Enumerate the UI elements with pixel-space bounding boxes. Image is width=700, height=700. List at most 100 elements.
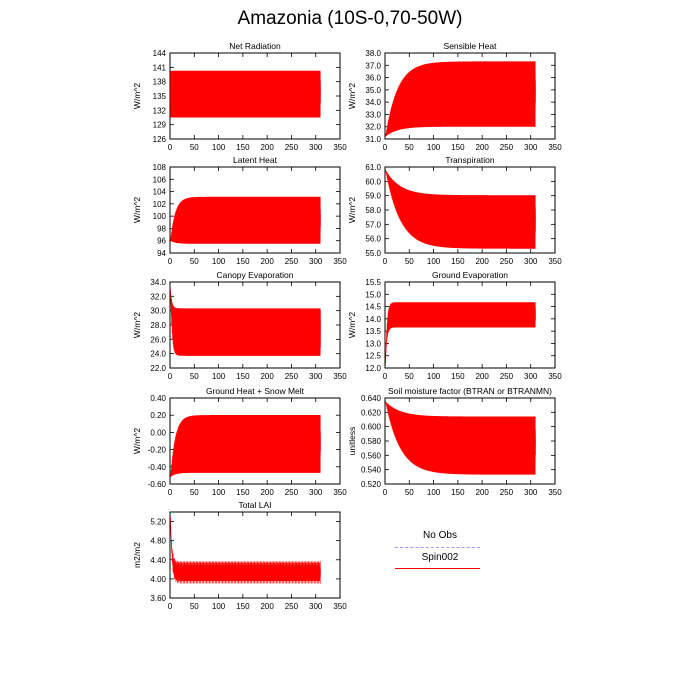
chart-4-ytick-label: 58.0 xyxy=(365,206,381,215)
chart-6-ytick-label: 15.5 xyxy=(365,278,381,287)
chart-2-ytick-label: 38.0 xyxy=(365,49,381,58)
chart-3-xtick-label: 200 xyxy=(260,257,274,266)
chart-5-series-spin002 xyxy=(170,289,321,356)
chart-6-xtick-label: 150 xyxy=(451,372,465,381)
chart-7-xtick-label: 250 xyxy=(285,488,299,497)
chart-5-xtick-label: 200 xyxy=(260,372,274,381)
chart-8-title: Soil moisture factor (BTRAN or BTRANMN) xyxy=(388,386,552,396)
chart-5-ytick-label: 34.0 xyxy=(150,278,166,287)
chart-2-ytick-label: 33.0 xyxy=(365,110,381,119)
chart-7-xtick-label: 50 xyxy=(190,488,199,497)
chart-9-ylabel: m2/m2 xyxy=(132,542,142,568)
chart-1-series-spin002 xyxy=(170,70,321,118)
chart-6-ytick-label: 14.0 xyxy=(365,315,381,324)
chart-8-series-spin002 xyxy=(385,400,536,475)
chart-8-xtick-label: 300 xyxy=(524,488,538,497)
chart-8-xtick-label: 50 xyxy=(405,488,414,497)
chart-8-ytick-label: 0.600 xyxy=(361,423,382,432)
chart-6-xtick-label: 250 xyxy=(500,372,514,381)
chart-7-ytick-label: 0.20 xyxy=(150,411,166,420)
chart-8-ytick-label: 0.640 xyxy=(361,394,382,403)
chart-6-xtick-label: 0 xyxy=(383,372,388,381)
chart-8-ytick-label: 0.520 xyxy=(361,480,382,489)
chart-1-ylabel: W/m^2 xyxy=(132,83,142,109)
chart-9-xtick-label: 0 xyxy=(168,602,173,611)
chart-1-xtick-label: 150 xyxy=(236,143,250,152)
chart-5-title: Canopy Evaporation xyxy=(216,270,293,280)
chart-9-xtick-label: 300 xyxy=(309,602,323,611)
chart-3-xtick-label: 50 xyxy=(190,257,199,266)
chart-3-ytick-label: 98 xyxy=(157,224,166,233)
chart-8-ytick-label: 0.620 xyxy=(361,408,382,417)
chart-3-xtick-label: 350 xyxy=(333,257,347,266)
chart-3-ytick-label: 106 xyxy=(153,175,167,184)
chart-6-ytick-label: 15.0 xyxy=(365,290,381,299)
chart-2-xtick-label: 50 xyxy=(405,143,414,152)
chart-4-ytick-label: 57.0 xyxy=(365,220,381,229)
chart-4-ytick-label: 55.0 xyxy=(365,249,381,258)
chart-2-xtick-label: 0 xyxy=(383,143,388,152)
chart-5-xtick-label: 0 xyxy=(168,372,173,381)
chart-2-xtick-label: 100 xyxy=(427,143,441,152)
chart-6-xtick-label: 200 xyxy=(475,372,489,381)
chart-7-xtick-label: 100 xyxy=(212,488,226,497)
chart-3-xtick-label: 0 xyxy=(168,257,173,266)
chart-4-ytick-label: 56.0 xyxy=(365,235,381,244)
chart-7-plot-frame xyxy=(169,397,341,485)
chart-9-xtick-label: 150 xyxy=(236,602,250,611)
chart-1-xtick-label: 200 xyxy=(260,143,274,152)
chart-8-xtick-label: 100 xyxy=(427,488,441,497)
chart-1-xtick-label: 100 xyxy=(212,143,226,152)
legend-label-no-obs: No Obs xyxy=(423,530,457,541)
chart-7-ytick-label: -0.20 xyxy=(148,446,167,455)
chart-7-xtick-label: 200 xyxy=(260,488,274,497)
legend: No Obs Spin002 xyxy=(395,530,485,575)
chart-5-xtick-label: 250 xyxy=(285,372,299,381)
chart-9-plot-frame xyxy=(169,511,341,599)
chart-2-xtick-label: 350 xyxy=(548,143,562,152)
chart-1-xtick-label: 250 xyxy=(285,143,299,152)
chart-4-xtick-label: 200 xyxy=(475,257,489,266)
chart-2-xtick-label: 300 xyxy=(524,143,538,152)
chart-9-ytick-label: 5.20 xyxy=(150,518,166,527)
chart-4-xtick-label: 150 xyxy=(451,257,465,266)
chart-1-ytick-label: 135 xyxy=(153,92,167,101)
chart-5-xtick-label: 100 xyxy=(212,372,226,381)
chart-7-ytick-label: -0.60 xyxy=(148,480,167,489)
chart-1-xtick-label: 300 xyxy=(309,143,323,152)
chart-3-title: Latent Heat xyxy=(233,155,278,165)
chart-3-plot-frame xyxy=(169,166,341,254)
legend-line-no-obs xyxy=(395,547,480,548)
chart-2-plot-frame xyxy=(384,52,556,140)
chart-9-series-spin002 xyxy=(170,516,321,584)
chart-8-ytick-label: 0.540 xyxy=(361,466,382,475)
chart-3-ytick-label: 104 xyxy=(153,188,167,197)
chart-6-xtick-label: 300 xyxy=(524,372,538,381)
chart-2-ytick-label: 35.0 xyxy=(365,86,381,95)
chart-4-ytick-label: 59.0 xyxy=(365,192,381,201)
chart-7-xtick-label: 150 xyxy=(236,488,250,497)
chart-6-series-spin002 xyxy=(385,302,536,366)
chart-5-xtick-label: 150 xyxy=(236,372,250,381)
chart-9-xtick-label: 50 xyxy=(190,602,199,611)
chart-3-ytick-label: 108 xyxy=(153,163,167,172)
chart-3-xtick-label: 300 xyxy=(309,257,323,266)
chart-6-ytick-label: 14.5 xyxy=(365,303,381,312)
chart-9-ytick-label: 4.00 xyxy=(150,575,166,584)
chart-1-ytick-label: 126 xyxy=(153,135,167,144)
legend-label-spin002: Spin002 xyxy=(421,552,459,563)
chart-3-ytick-label: 102 xyxy=(153,200,167,209)
chart-8-xtick-label: 350 xyxy=(548,488,562,497)
chart-5-ytick-label: 22.0 xyxy=(150,364,166,373)
chart-5-xtick-label: 50 xyxy=(190,372,199,381)
chart-2-ytick-label: 32.0 xyxy=(365,123,381,132)
chart-1-ytick-label: 144 xyxy=(153,49,167,58)
chart-8-xtick-label: 0 xyxy=(383,488,388,497)
chart-8-ytick-label: 0.580 xyxy=(361,437,382,446)
chart-5-ytick-label: 32.0 xyxy=(150,292,166,301)
chart-2-ytick-label: 37.0 xyxy=(365,61,381,70)
chart-4-xtick-label: 300 xyxy=(524,257,538,266)
chart-2-xtick-label: 150 xyxy=(451,143,465,152)
chart-4-series-spin002 xyxy=(385,169,536,249)
